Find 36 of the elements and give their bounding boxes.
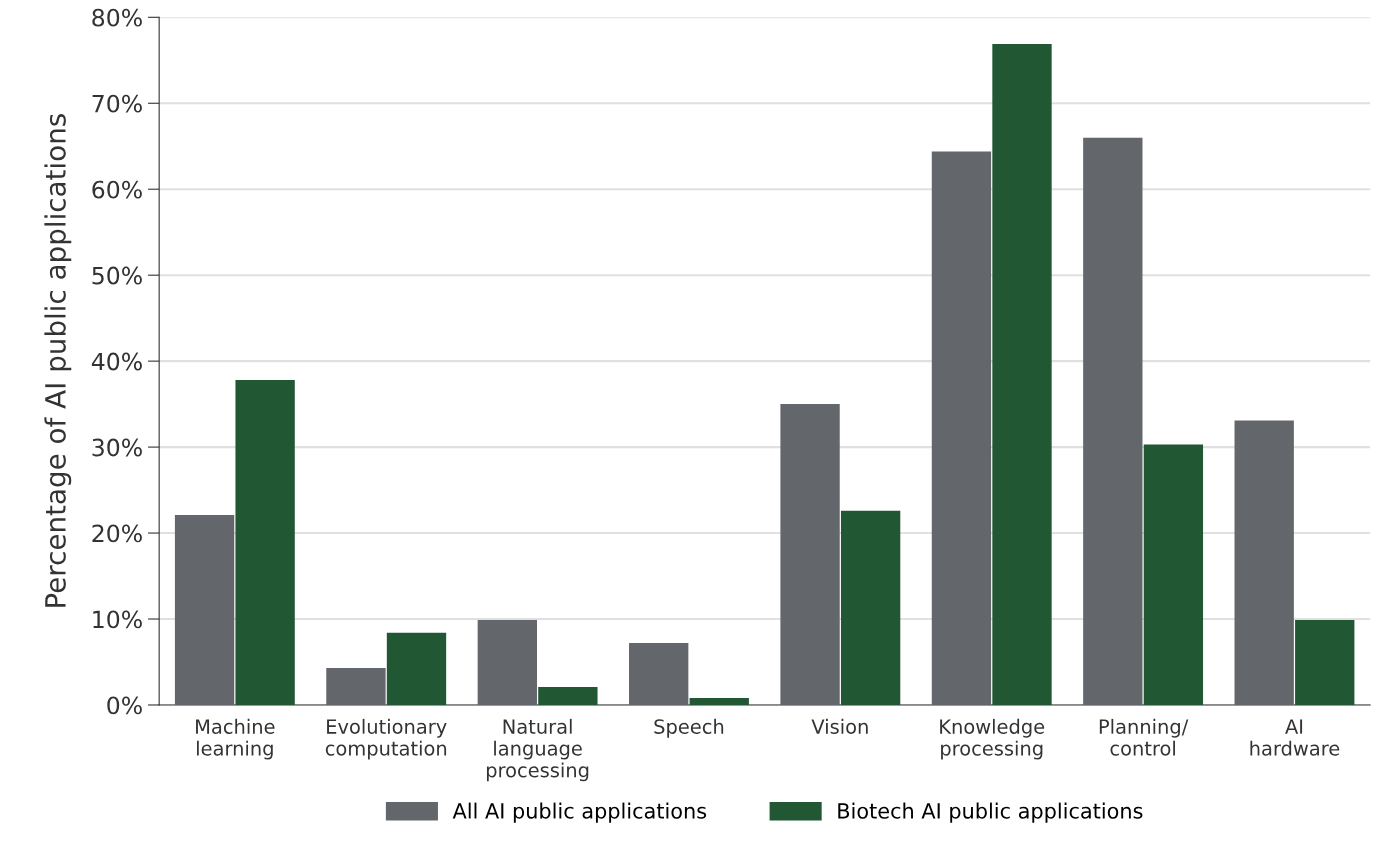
x-tick-label: Vision [811, 718, 868, 734]
bar [477, 619, 537, 705]
bar [538, 686, 598, 705]
bar [1295, 619, 1355, 705]
bar [780, 404, 840, 705]
bar [931, 151, 992, 705]
bar [629, 643, 689, 705]
legend-label: All AI public applications [452, 802, 707, 823]
x-tick-label: Knowledge processing [940, 718, 1045, 760]
bar [174, 515, 235, 705]
x-tick-label: Machine learning [196, 718, 275, 760]
bar [1143, 444, 1204, 705]
y-tick-label: 0% [107, 696, 142, 715]
bar [326, 668, 386, 705]
bar [840, 510, 901, 705]
y-tick-label: 80% [92, 8, 142, 27]
x-tick-label: Natural language processing [486, 718, 589, 782]
y-axis-title: Percentage of AI public applications [44, 114, 72, 607]
bar [1234, 420, 1294, 705]
x-tick-label: Evolutionary computation [325, 718, 447, 760]
x-tick-label: Speech [654, 718, 724, 738]
bar [992, 43, 1052, 705]
y-tick-label: 60% [92, 180, 142, 199]
bar [1083, 137, 1143, 705]
y-tick-label: 30% [92, 438, 142, 457]
bar [235, 380, 295, 705]
x-tick-label: Planning/ control [1099, 718, 1189, 756]
y-tick-label: 10% [93, 610, 142, 629]
legend-label: Biotech AI public applications [838, 802, 1143, 823]
y-tick-label: 70% [92, 94, 142, 113]
y-tick-label: 50% [92, 266, 142, 285]
y-tick-label: 40% [91, 352, 142, 371]
bar [386, 632, 447, 705]
bar [689, 698, 749, 705]
y-tick-label: 20% [92, 524, 142, 543]
x-tick-label: AI hardware [1250, 719, 1340, 756]
